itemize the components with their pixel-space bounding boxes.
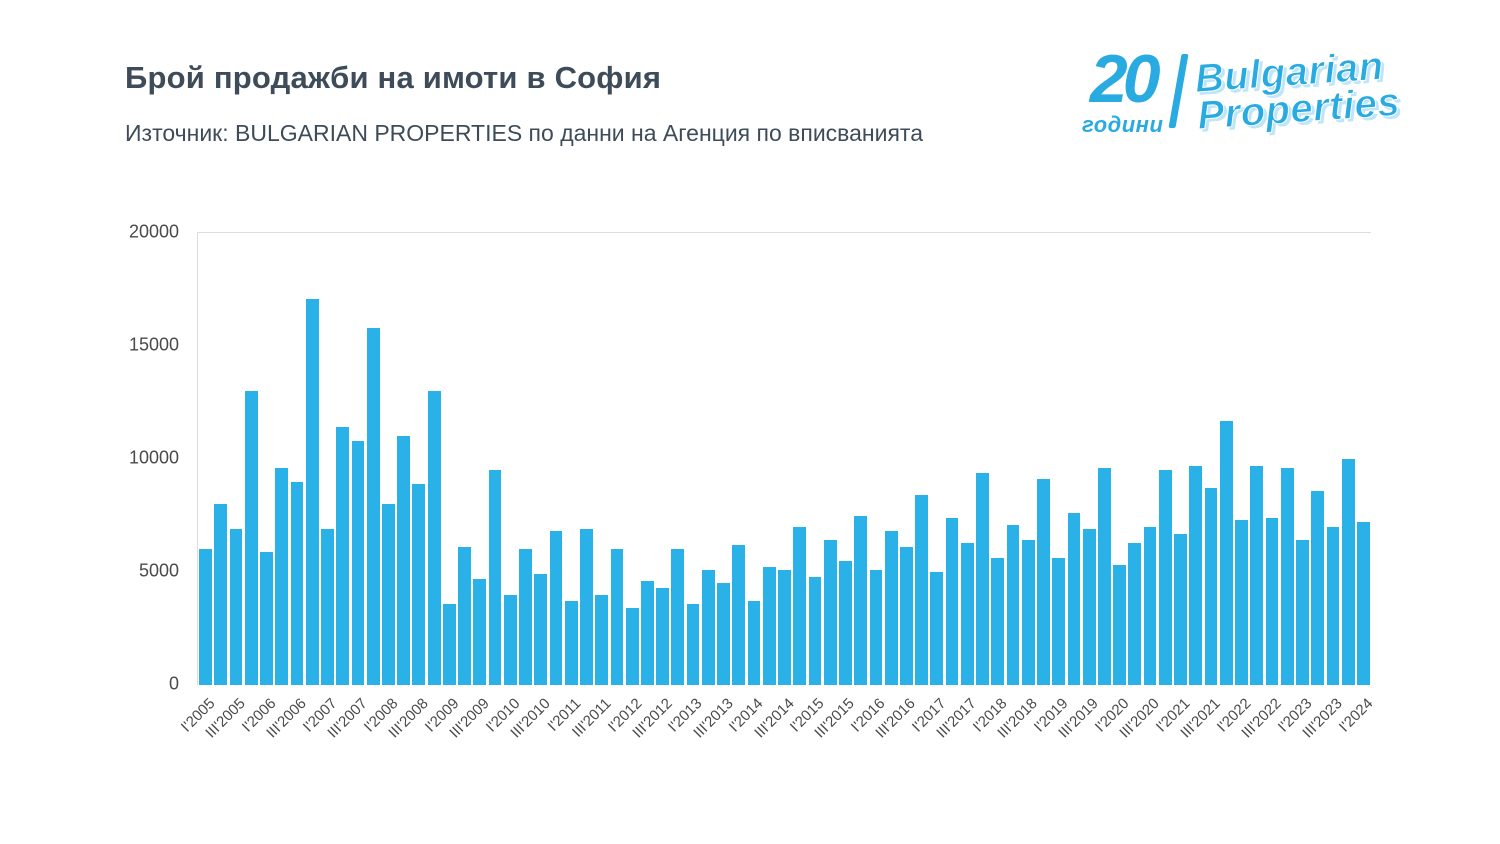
bar-II'2013: [701, 569, 715, 685]
bar-III'2009: [473, 578, 487, 685]
y-tick-label-10000: 10000: [128, 447, 179, 468]
bar-III'2008: [412, 483, 426, 685]
bar-I'2013: [686, 603, 700, 685]
bar-IV'2006: [305, 298, 319, 685]
y-tick-label-20000: 20000: [128, 221, 179, 242]
logo-years-label: години: [1082, 111, 1164, 137]
bar-II'2014: [762, 567, 776, 685]
bar-I'2016: [869, 569, 883, 685]
y-axis-labels: 0 5000 10000 15000 20000: [75, 222, 187, 694]
bar-I'2014: [747, 601, 761, 685]
bar-III'2018: [1021, 540, 1035, 685]
bar-I'2021: [1174, 533, 1187, 685]
logo-divider: [1168, 54, 1189, 128]
bar-IV'2016: [915, 495, 928, 685]
bar-IV'2022: [1280, 468, 1294, 685]
bar-I'2011: [564, 601, 578, 685]
bar-II'2006: [275, 468, 289, 685]
logo-20-years: 20 години: [1082, 41, 1164, 138]
bar-II'2019: [1067, 513, 1081, 685]
bar-IV'2021: [1219, 420, 1233, 685]
bar-I'2020: [1113, 565, 1127, 685]
bar-II'2005: [214, 504, 228, 685]
logo-number: 20: [1089, 41, 1161, 117]
bar-I'2009: [442, 603, 456, 685]
bar-IV'2020: [1158, 470, 1172, 685]
bar-III'2022: [1265, 517, 1279, 685]
bar-II'2023: [1311, 490, 1325, 685]
bar-I'2007: [321, 529, 334, 685]
bar-III'2017: [960, 542, 974, 685]
bar-I'2012: [625, 608, 639, 685]
bar-I'2008: [382, 504, 395, 685]
bar-III'2007: [351, 440, 365, 685]
bar-II'2020: [1128, 542, 1142, 685]
page-title: Брой продажби на имоти в София: [125, 60, 662, 95]
chart-source: Източник: BULGARIAN PROPERTIES по данни …: [125, 120, 923, 146]
brand-logo: 20 години Bulgarian Properties: [1082, 41, 1402, 138]
bar-I'2023: [1296, 540, 1309, 685]
bar-II'2011: [580, 529, 593, 685]
y-tick-label-15000: 15000: [128, 334, 179, 355]
bar-III'2020: [1143, 526, 1157, 685]
bar-IV'2011: [610, 549, 624, 685]
bar-IV'2012: [671, 549, 685, 685]
bar-IV'2023: [1341, 459, 1355, 685]
bar-III'2013: [717, 583, 730, 685]
bar-I'2017: [930, 572, 944, 685]
bar-II'2021: [1189, 465, 1203, 685]
bar-III'2019: [1082, 529, 1096, 685]
bar-I'2010: [503, 594, 517, 685]
bar-II'2008: [397, 436, 411, 685]
bar-I'2006: [260, 551, 273, 685]
bar-I'2018: [991, 558, 1005, 685]
bar-II'2007: [336, 427, 350, 685]
bar-III'2006: [290, 481, 304, 685]
bar-IV'2008: [427, 391, 441, 685]
y-tick-label-5000: 5000: [138, 560, 179, 581]
bar-IV'2015: [854, 515, 868, 685]
bar-III'2015: [839, 560, 852, 685]
bar-III'2014: [778, 569, 791, 685]
bar-II'2009: [458, 547, 471, 685]
bar-I'2005: [199, 549, 212, 685]
logo-brand-name: Bulgarian Properties: [1193, 43, 1402, 138]
bar-IV'2019: [1098, 468, 1111, 685]
bar-IV'2005: [244, 391, 258, 685]
x-tick-label-I'2024: I'2024: [1335, 695, 1377, 736]
bar-II'2022: [1250, 465, 1264, 685]
bar-chart-plot-area: I'2005 III'2005 I'2006 III'2006 I'2007 III'20…: [178, 232, 1376, 741]
bar-IV'2018: [1037, 479, 1050, 685]
bar-III'2005: [229, 529, 243, 685]
bar-I'2024: [1356, 522, 1370, 685]
bar-IV'2007: [366, 327, 380, 685]
bar-III'2023: [1326, 526, 1340, 685]
bar-II'2018: [1006, 524, 1020, 685]
bar-III'2011: [595, 594, 609, 685]
bar-III'2012: [656, 587, 669, 685]
bar-I'2019: [1052, 558, 1066, 685]
bar-II'2015: [823, 540, 837, 685]
bar-II'2010: [519, 549, 532, 685]
bar-II'2017: [945, 517, 959, 685]
bar-IV'2013: [732, 544, 746, 685]
bar-III'2021: [1204, 488, 1218, 685]
bar-IV'2014: [793, 526, 807, 685]
y-tick-label-0: 0: [168, 673, 179, 694]
bar-IV'2010: [549, 531, 563, 685]
bar-I'2015: [808, 576, 822, 685]
bar-III'2016: [899, 547, 913, 685]
bar-I'2022: [1235, 520, 1248, 685]
bar-III'2010: [534, 574, 548, 685]
bar-IV'2009: [488, 470, 502, 685]
bar-II'2012: [640, 581, 654, 685]
bar-II'2016: [884, 531, 898, 685]
bar-IV'2017: [976, 472, 989, 685]
logo-brand-line2: Properties: [1196, 79, 1402, 138]
